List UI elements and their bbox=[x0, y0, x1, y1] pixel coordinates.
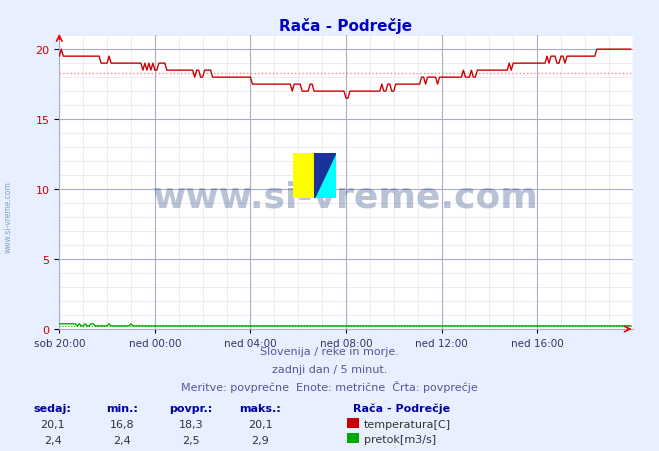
Text: sedaj:: sedaj: bbox=[34, 403, 72, 413]
Text: 2,9: 2,9 bbox=[252, 435, 269, 445]
Text: min.:: min.: bbox=[106, 403, 138, 413]
Text: pretok[m3/s]: pretok[m3/s] bbox=[364, 434, 436, 444]
Text: 2,4: 2,4 bbox=[44, 435, 61, 445]
Text: 16,8: 16,8 bbox=[109, 419, 134, 429]
Text: Slovenija / reke in morje.: Slovenija / reke in morje. bbox=[260, 346, 399, 356]
Bar bbox=[347, 419, 359, 428]
Text: povpr.:: povpr.: bbox=[169, 403, 213, 413]
Text: 2,5: 2,5 bbox=[183, 435, 200, 445]
Text: 20,1: 20,1 bbox=[40, 419, 65, 429]
Text: Rača - Podrečje: Rača - Podrečje bbox=[353, 403, 449, 413]
Polygon shape bbox=[315, 153, 336, 198]
Text: maks.:: maks.: bbox=[239, 403, 281, 413]
Text: temperatura[C]: temperatura[C] bbox=[364, 419, 451, 429]
Bar bbox=[347, 433, 359, 443]
Text: Meritve: povprečne  Enote: metrične  Črta: povprečje: Meritve: povprečne Enote: metrične Črta:… bbox=[181, 380, 478, 392]
Text: www.si-vreme.com: www.si-vreme.com bbox=[3, 180, 13, 253]
Polygon shape bbox=[315, 153, 336, 198]
Text: 2,4: 2,4 bbox=[113, 435, 130, 445]
Title: Rača - Podrečje: Rača - Podrečje bbox=[279, 18, 413, 33]
Text: 18,3: 18,3 bbox=[179, 419, 204, 429]
Text: zadnji dan / 5 minut.: zadnji dan / 5 minut. bbox=[272, 364, 387, 374]
Text: 20,1: 20,1 bbox=[248, 419, 273, 429]
Text: www.si-vreme.com: www.si-vreme.com bbox=[153, 180, 539, 214]
